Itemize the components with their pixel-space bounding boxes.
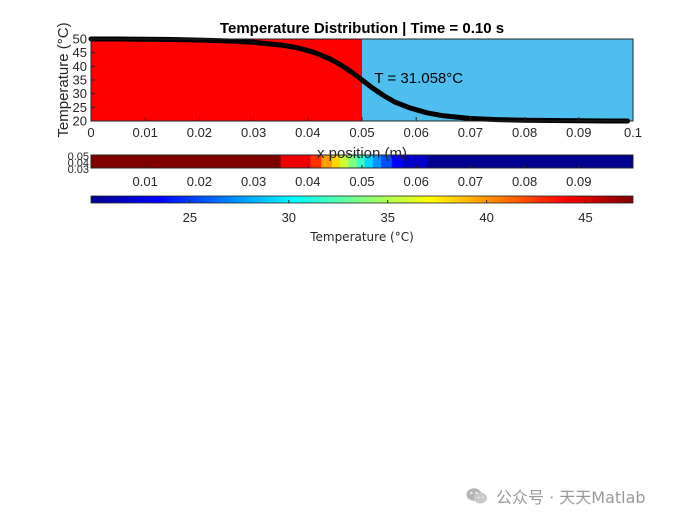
- y-tick-label: 20: [73, 114, 87, 129]
- heatmap-cells: [91, 155, 634, 168]
- heatmap-x-tick-label: 0.09: [566, 174, 591, 189]
- profile-axes: 0 0.01 0.02 0.03 0.04 0.05 0.06 0.07 0.08 0.09 0.1…: [55, 20, 642, 140]
- colorbar-tick-label: 35: [380, 210, 394, 225]
- heatmap-cell: [280, 155, 311, 168]
- profile-x-ticks: 0 0.01 0.02 0.03 0.04 0.05 0.06 0.07 0.08 0.09 0.1: [87, 117, 642, 140]
- heatmap-cell: [372, 155, 382, 168]
- x-axis-label: x position (m): [317, 145, 407, 162]
- wechat-icon: [466, 488, 487, 504]
- temperature-annotation: T = 31.058°C: [374, 70, 463, 87]
- x-tick-label: 0.03: [241, 125, 266, 140]
- x-tick-label: 0.08: [512, 125, 537, 140]
- y-axis-label: Temperature (°C): [55, 22, 72, 137]
- x-tick-label: 0.01: [133, 125, 158, 140]
- colorbar-gradient: [90, 195, 634, 204]
- temperature-curve: [88, 36, 631, 124]
- x-tick-label: 0.1: [624, 125, 642, 140]
- x-tick-label: 0.06: [404, 125, 429, 140]
- heatmap-cell: [91, 155, 281, 168]
- heatmap-x-ticks: 0.01 0.02 0.03 0.04 0.05 0.06 0.07 0.08 0.09: [133, 165, 591, 189]
- heatmap-x-tick-label: 0.04: [295, 174, 320, 189]
- heatmap-x-tick-label: 0.08: [512, 174, 537, 189]
- heatmap-y-tick-label: 0.03: [68, 164, 89, 176]
- heatmap-x-tick-label: 0.02: [187, 174, 212, 189]
- heatmap-cell: [332, 155, 341, 168]
- y-tick-label: 35: [73, 73, 87, 88]
- heatmap-cell: [402, 155, 428, 168]
- y-tick-label: 45: [73, 45, 87, 60]
- heatmap-cell: [310, 155, 322, 168]
- heatmap-cell: [321, 155, 333, 168]
- heatmap-x-tick-label: 0.03: [241, 174, 266, 189]
- colorbar-tick-label: 40: [479, 210, 493, 225]
- heatmap-cell: [427, 155, 634, 168]
- chart-title: Temperature Distribution | Time = 0.10 s: [220, 20, 504, 37]
- x-tick-label: 0: [87, 125, 94, 140]
- heatmap-y-tick-label: 0.05: [68, 151, 89, 163]
- heatmap-y-ticks: 0.050.040.03: [68, 151, 89, 176]
- heatmap-cell: [380, 155, 393, 168]
- colorbar: 25 30 35 40 45 Temperature (°C): [90, 195, 634, 244]
- heatmap-y-tick-label: 0.04: [68, 158, 89, 170]
- x-tick-label: 0.04: [295, 125, 320, 140]
- heatmap-cell: [340, 155, 349, 168]
- heatmap-cell: [348, 155, 357, 168]
- y-tick-label: 30: [73, 86, 87, 101]
- heatmap-cell: [356, 155, 366, 168]
- x-tick-label: 0.02: [187, 125, 212, 140]
- heatmap-x-tick-label: 0.01: [133, 174, 158, 189]
- y-tick-label: 25: [73, 100, 87, 115]
- y-tick-label: 40: [73, 59, 87, 74]
- colorbar-label: Temperature (°C): [309, 230, 414, 244]
- heatmap-cell: [391, 155, 403, 168]
- heatmap-x-tick-label: 0.07: [458, 174, 483, 189]
- heatmap-x-tick-label: 0.05: [349, 174, 374, 189]
- watermark: 公众号 · 天天Matlab: [466, 484, 646, 508]
- hot-region: [91, 39, 362, 121]
- x-tick-label: 0.05: [349, 125, 374, 140]
- heatmap-axes: 0.01 0.02 0.03 0.04 0.05 0.06 0.07 0.08 0.09 0.0…: [68, 151, 634, 189]
- heatmap-cell: [364, 155, 374, 168]
- x-tick-label: 0.07: [458, 125, 483, 140]
- x-tick-label: 0.09: [566, 125, 591, 140]
- watermark-text: 公众号 · 天天Matlab: [496, 488, 646, 507]
- colorbar-tick-label: 25: [183, 210, 197, 225]
- colorbar-tick-label: 30: [282, 210, 296, 225]
- colorbar-tick-label: 45: [578, 210, 592, 225]
- colorbar-ticks: 25 30 35 40 45: [183, 200, 593, 225]
- y-tick-label: 50: [73, 32, 87, 47]
- heatmap-x-tick-label: 0.06: [404, 174, 429, 189]
